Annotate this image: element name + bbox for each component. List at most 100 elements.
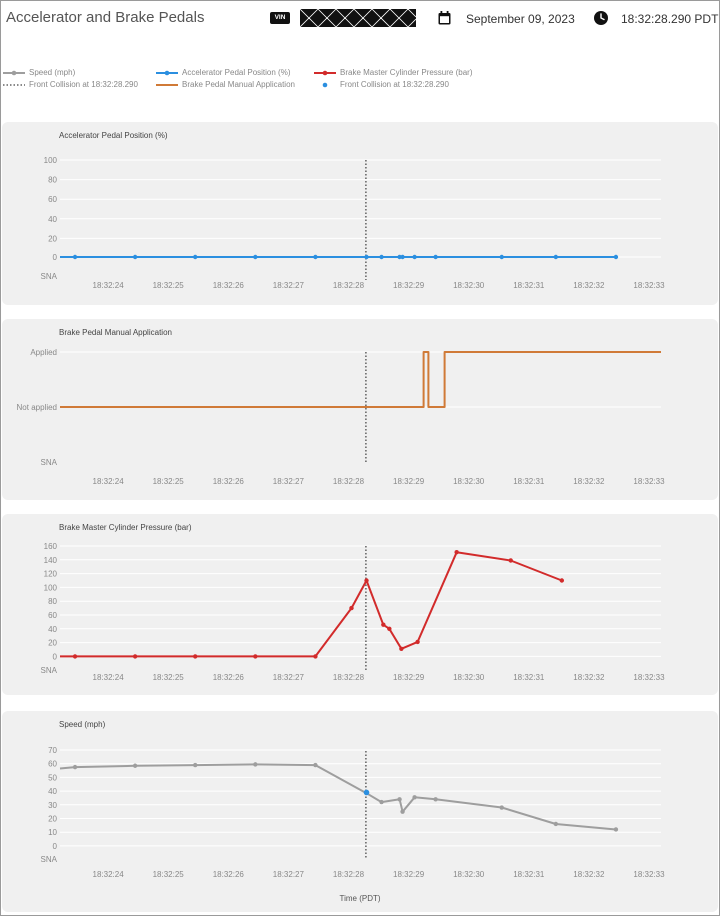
data-point <box>313 254 318 260</box>
legend-item-speed: Speed (mph) <box>3 68 75 78</box>
y-tick-label: 60 <box>48 611 57 620</box>
data-point <box>72 764 78 770</box>
x-tick-label: 18:32:28 <box>333 477 365 486</box>
y-tick-label: 10 <box>48 828 57 837</box>
y-tick-label: 50 <box>48 773 57 782</box>
x-tick-label: 18:32:24 <box>93 477 125 486</box>
y-tick-label: 0 <box>53 842 58 851</box>
vin-badge: VIN <box>270 12 290 24</box>
data-point <box>433 797 438 802</box>
y-tick-label: 40 <box>48 215 57 224</box>
data-point <box>553 821 559 827</box>
data-point <box>412 254 417 260</box>
date-text: September 09, 2023 <box>466 12 575 26</box>
x-axis-label: Time (PDT) <box>339 894 381 903</box>
legend-label: Front Collision at 18:32:28.290 <box>29 80 138 89</box>
legend: Speed (mph) Front Collision at 18:32:28.… <box>0 66 720 92</box>
x-tick-label: 18:32:25 <box>153 281 185 290</box>
x-tick-label: 18:32:31 <box>513 477 545 486</box>
y-tick-label: 40 <box>48 625 57 634</box>
data-point <box>412 795 417 800</box>
y-tick-label: SNA <box>41 272 58 281</box>
data-point <box>399 646 404 652</box>
x-tick-label: 18:32:27 <box>273 673 305 682</box>
y-tick-label: SNA <box>41 458 58 467</box>
x-tick-label: 18:32:31 <box>513 281 545 290</box>
y-tick-label: 100 <box>44 156 58 165</box>
data-point <box>132 654 138 659</box>
x-tick-label: 18:32:28 <box>333 673 365 682</box>
y-tick-label: 60 <box>48 760 57 769</box>
x-tick-label: 18:32:31 <box>513 673 545 682</box>
brake-pedal-chart: Applied Not applied SNA 18:32:24 18:32:25 18:… <box>17 348 666 486</box>
x-tick-label: 18:32:33 <box>633 673 665 682</box>
y-tick-label: Applied <box>30 348 57 357</box>
data-point <box>313 654 318 659</box>
x-tick-label: 18:32:33 <box>633 477 665 486</box>
x-tick-label: 18:32:24 <box>93 870 125 879</box>
data-point <box>253 254 258 260</box>
chart-title: Accelerator Pedal Position (%) <box>59 131 168 140</box>
y-tick-label: 140 <box>44 556 58 565</box>
series-line <box>60 351 661 408</box>
legend-item-front-collision-dot: Front Collision at 18:32:28.290 <box>322 80 449 90</box>
data-point <box>553 254 559 260</box>
header: Accelerator and Brake Pedals VIN Septemb… <box>0 0 720 40</box>
x-tick-label: 18:32:27 <box>273 477 305 486</box>
x-tick-label: 18:32:26 <box>213 870 245 879</box>
legend-dot-icon <box>322 82 328 88</box>
data-point <box>559 578 565 583</box>
data-point <box>400 809 405 814</box>
x-tick-label: 18:32:25 <box>153 870 185 879</box>
x-tick-label: 18:32:28 <box>333 281 365 290</box>
data-point <box>72 254 78 260</box>
legend-item-brake-pressure: Brake Master Cylinder Pressure (bar) <box>314 68 472 78</box>
legend-label: Accelerator Pedal Position (%) <box>182 68 291 77</box>
x-tick-label: 18:32:30 <box>453 673 485 682</box>
speed-chart: 70 60 50 40 30 20 10 0 SNA 18:32:24 18:32:25 18:32:… <box>41 746 666 879</box>
data-point <box>387 626 392 631</box>
data-point <box>499 254 504 260</box>
data-point <box>379 254 384 260</box>
y-tick-label: 160 <box>44 542 58 551</box>
accelerator-chart: 100 80 60 40 20 0 SNA 18:32:24 18:32:25 18:32:26 1… <box>41 156 666 290</box>
clock-icon <box>594 11 608 25</box>
data-point <box>349 605 354 611</box>
x-tick-label: 18:32:33 <box>633 870 665 879</box>
y-tick-label: SNA <box>41 666 58 675</box>
data-point <box>253 654 258 659</box>
legend-label: Brake Pedal Manual Application <box>182 80 295 89</box>
x-tick-label: 18:32:30 <box>453 281 485 290</box>
x-tick-label: 18:32:29 <box>393 477 425 486</box>
data-point <box>433 254 438 260</box>
legend-line-icon <box>156 70 178 76</box>
y-tick-label: 120 <box>44 570 58 579</box>
chart-title: Speed (mph) <box>59 720 106 729</box>
chart-panel-speed: Speed (mph) 70 60 50 40 30 20 10 0 SNA 18:32:24 18… <box>2 711 718 912</box>
x-tick-label: 18:32:30 <box>453 477 485 486</box>
legend-item-accelerator: Accelerator Pedal Position (%) <box>156 68 291 78</box>
y-tick-label: 80 <box>48 597 57 606</box>
x-tick-label: 18:32:25 <box>153 673 185 682</box>
x-tick-label: 18:32:24 <box>93 673 125 682</box>
y-tick-label: 30 <box>48 801 57 810</box>
y-tick-label: 60 <box>48 195 57 204</box>
data-point <box>193 654 198 659</box>
data-point <box>613 254 619 260</box>
data-point <box>72 654 78 659</box>
chart-panel-brake-pedal: Brake Pedal Manual Application Applied No… <box>2 319 718 500</box>
chart-panel-brake-pressure: Brake Master Cylinder Pressure (bar) 160… <box>2 514 718 695</box>
x-tick-label: 18:32:30 <box>453 870 485 879</box>
time-text: 18:32:28.290 PDT <box>621 12 719 26</box>
x-tick-label: 18:32:26 <box>213 477 245 486</box>
data-point <box>364 578 369 583</box>
y-tick-label: SNA <box>41 855 58 864</box>
brake-pressure-chart: 160 140 120 100 80 60 40 20 0 SNA 18:32:24 18:32:25… <box>41 542 666 682</box>
data-point <box>132 254 138 260</box>
legend-label: Front Collision at 18:32:28.290 <box>340 80 449 89</box>
legend-item-front-collision-line: Front Collision at 18:32:28.290 <box>3 80 138 90</box>
data-point <box>193 254 198 260</box>
x-tick-label: 18:32:26 <box>213 673 245 682</box>
series-line <box>59 763 616 831</box>
calendar-icon <box>438 11 451 25</box>
